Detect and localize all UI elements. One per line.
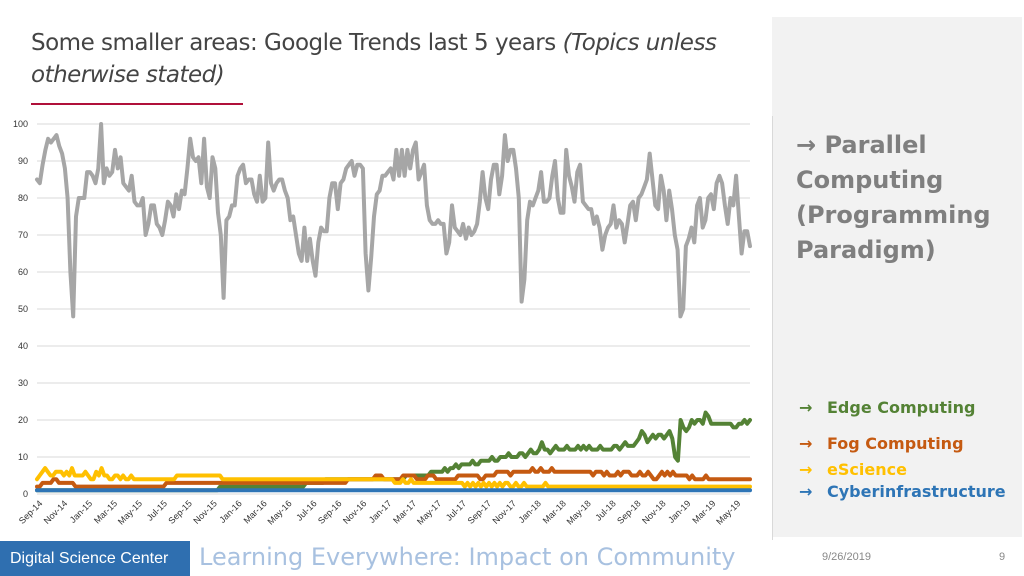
x-tick-label: Sep-15 [166,498,194,526]
y-tick-label: 100 [13,119,28,129]
x-tick-label: Mar-15 [92,498,119,525]
x-tick-label: Sep-18 [615,498,643,526]
trends-chart: 0 10 20 30 40 50 60 70 80 90 100 Sep-14Nov-14Jan-15… [13,119,752,527]
x-tick-label: Nov-15 [191,498,219,526]
legend-panel [772,17,1022,537]
y-tick-label: 60 [18,267,28,277]
title-main: Some smaller areas: Google Trends last 5… [31,30,563,56]
x-tick-label: Nov-17 [490,498,518,526]
x-tick-label: Mar-19 [690,498,717,525]
x-tick-label: Nov-18 [640,498,668,526]
title-subtitle: (Topics unless otherwise stated) [31,30,717,88]
y-tick-label: 70 [18,230,28,240]
x-tick-label: Sep-17 [466,498,494,526]
main-series-name: Parallel Computing (Programming Paradigm… [796,131,991,264]
y-tick-label: 20 [18,415,28,425]
legend-item-escience: → eScience [799,460,907,479]
series-line [35,122,752,319]
legend-item-cyberinfrastructure: → Cyberinfrastructure [799,482,1006,501]
x-tick-label: Sep-14 [17,498,45,526]
legend-item-fog: → Fog Computing [799,434,964,453]
arrow-icon: → [799,434,813,453]
y-tick-label: 80 [18,193,28,203]
legend-label: Cyberinfrastructure [827,482,1006,501]
x-tick-label: May-17 [415,498,443,526]
y-tick-label: 40 [18,341,28,351]
footer-org-badge: Digital Science Center [0,541,190,576]
arrow-icon: → [796,131,817,159]
y-tick-label: 50 [18,304,28,314]
x-tick-label: Nov-14 [42,498,70,526]
y-tick-label: 30 [18,378,28,388]
title-underline [31,103,243,105]
y-tick-label: 0 [23,489,28,499]
x-tick-label: May-18 [565,498,593,526]
y-tick-label: 90 [18,156,28,166]
legend-label: eScience [827,460,907,479]
y-tick-label: 10 [18,452,28,462]
arrow-icon: → [799,398,813,417]
legend-item-edge: → Edge Computing [799,398,975,417]
x-tick-label: Jan-19 [666,498,693,525]
x-tick-label: Nov-16 [341,498,369,526]
x-tick-label: Jan-18 [516,498,543,525]
footer-title: Learning Everywhere: Impact on Community [199,543,736,571]
x-tick-label: May-15 [116,498,144,526]
x-tick-label: Jan-15 [68,498,95,525]
chart-area: 0 10 20 30 40 50 60 70 80 90 100 Sep-14 Nov-14 Jan-15… [0,116,773,540]
x-tick-label: Sep-16 [316,498,344,526]
x-tick-label: Jan-16 [217,498,244,525]
footer-date: 9/26/2019 [822,551,871,563]
arrow-icon: → [799,460,813,479]
x-tick-label: May-19 [714,498,742,526]
main-series-label: → Parallel Computing (Programming Paradi… [796,128,1006,268]
x-tick-label: Mar-18 [541,498,568,525]
x-tick-label: Mar-16 [242,498,269,525]
page-number: 9 [999,551,1006,563]
legend-label: Fog Computing [827,434,964,453]
slide-title: Some smaller areas: Google Trends last 5… [31,27,731,91]
arrow-icon: → [799,482,813,501]
x-tick-label: May-16 [265,498,293,526]
series-line [35,466,752,489]
footer-org: Digital Science Center [10,550,169,567]
x-tick-label: Jan-17 [367,498,394,525]
x-tick-label: Mar-17 [391,498,418,525]
legend-label: Edge Computing [827,398,976,417]
